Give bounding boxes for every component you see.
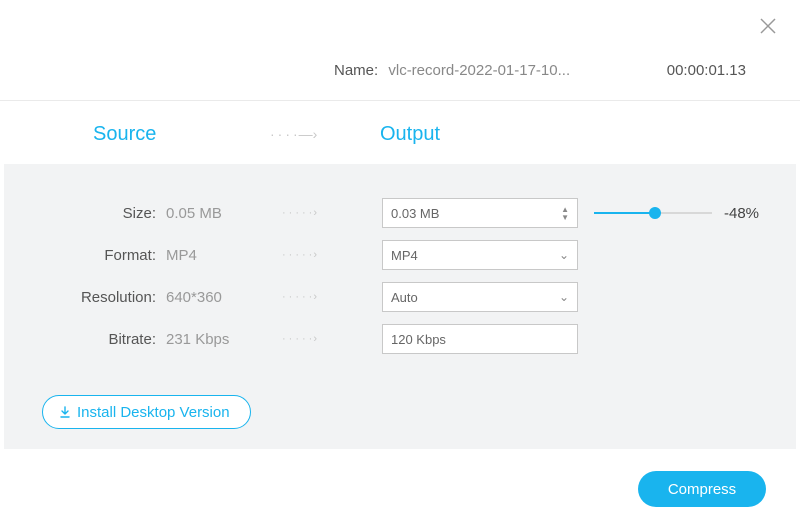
size-source-value: 0.05 MB [166,205,222,222]
download-icon [59,406,71,418]
bitrate-output-input[interactable]: 120 Kbps [382,324,578,354]
arrow-icon: ····—› [270,126,317,142]
chevron-down-icon: ⌄ [559,290,569,304]
settings-panel: Size: 0.05 MB ·····› 0.03 MB ▲▼ -48% For… [4,164,796,449]
resolution-label: Resolution: [4,289,156,306]
divider [0,100,800,101]
size-label: Size: [4,205,156,222]
reduction-percent: -48% [724,205,759,222]
filename: vlc-record-2022-01-17-10... [388,62,570,79]
row-size: Size: 0.05 MB ·····› 0.03 MB ▲▼ -48% [4,192,796,234]
bitrate-label: Bitrate: [4,331,156,348]
row-bitrate: Bitrate: 231 Kbps ·····› 120 Kbps [4,318,796,360]
install-desktop-button[interactable]: Install Desktop Version [42,395,251,429]
format-output-value: MP4 [391,248,418,263]
file-info-row: Name: vlc-record-2022-01-17-10... 00:00:… [0,62,800,79]
format-source-value: MP4 [166,247,197,264]
chevron-down-icon: ⌄ [559,248,569,262]
arrow-icon: ·····› [282,333,317,345]
size-slider[interactable] [594,212,712,214]
size-output-value: 0.03 MB [391,206,439,221]
compress-button[interactable]: Compress [638,471,766,507]
bitrate-source-value: 231 Kbps [166,331,229,348]
resolution-output-value: Auto [391,290,418,305]
duration: 00:00:01.13 [667,62,746,79]
tab-source: Source [93,123,156,146]
arrow-icon: ·····› [282,207,317,219]
tab-output: Output [380,123,440,146]
bitrate-output-value: 120 Kbps [391,332,446,347]
resolution-source-value: 640*360 [166,289,222,306]
format-label: Format: [4,247,156,264]
format-output-select[interactable]: MP4 ⌄ [382,240,578,270]
row-format: Format: MP4 ·····› MP4 ⌄ [4,234,796,276]
tabs-row: Source ····—› Output [0,112,800,156]
name-label: Name: [334,62,378,79]
arrow-icon: ·····› [282,291,317,303]
compress-label: Compress [668,481,736,498]
install-label: Install Desktop Version [77,404,230,421]
row-resolution: Resolution: 640*360 ·····› Auto ⌄ [4,276,796,318]
arrow-icon: ·····› [282,249,317,261]
size-output-stepper[interactable]: 0.03 MB ▲▼ [382,198,578,228]
stepper-icon: ▲▼ [561,206,569,221]
close-button[interactable] [758,16,778,36]
resolution-output-select[interactable]: Auto ⌄ [382,282,578,312]
